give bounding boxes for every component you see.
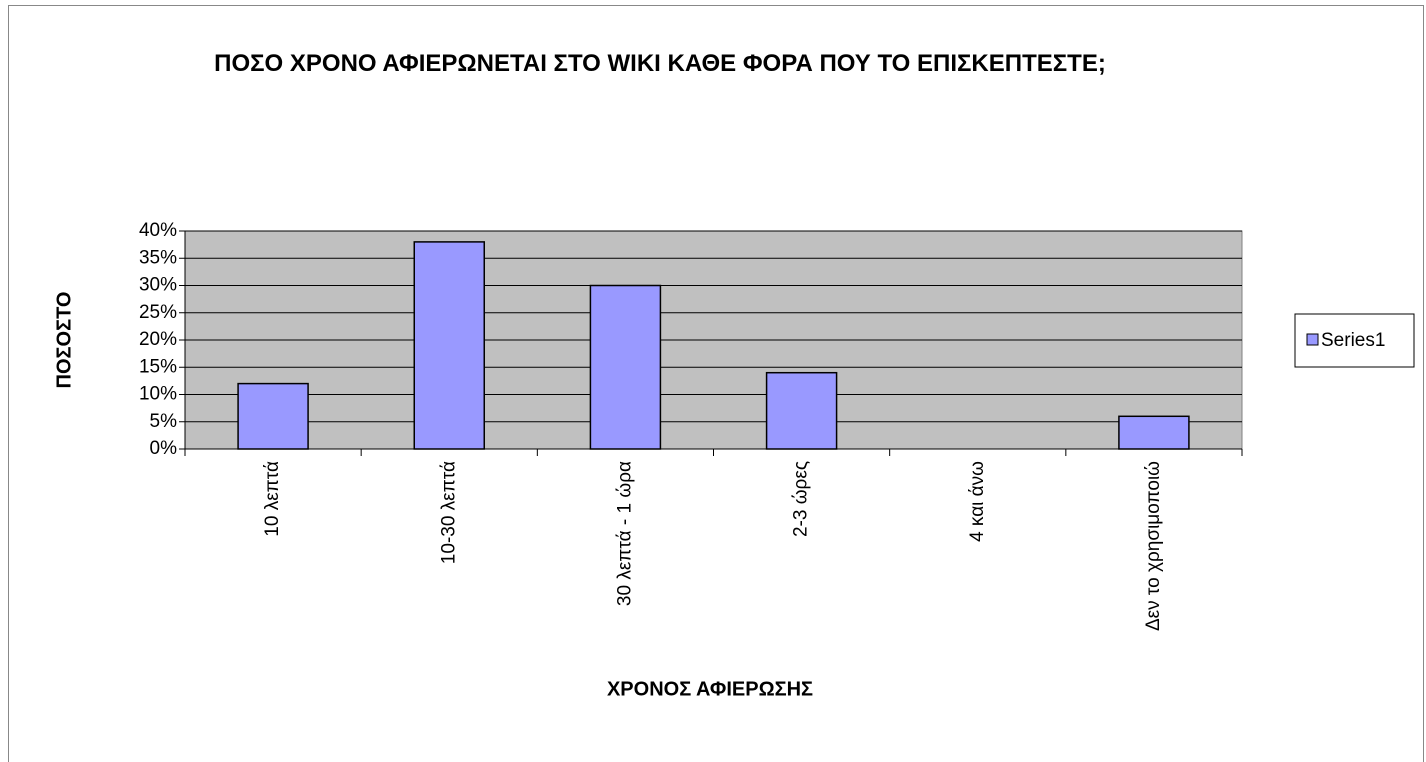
chart-frame (8, 5, 1424, 762)
x-tick-label: 2-3 ώρες (791, 461, 812, 537)
y-tick-label: 35% (139, 247, 177, 268)
y-tick-label: 20% (139, 329, 177, 350)
bar (589, 284, 662, 450)
y-axis-label: ΠΟΣΟΣΤΟ (53, 292, 75, 389)
y-tick-label: 5% (150, 411, 178, 432)
bar (1118, 415, 1190, 450)
y-tick-label: 15% (139, 356, 177, 377)
x-axis-label: ΧΡΟΝΟΣ ΑΦΙΕΡΩΣΗΣ (607, 678, 813, 700)
bar (765, 371, 838, 450)
x-tick-label: Δεν το χρησιμοποιώ (1143, 461, 1164, 631)
y-tick-label: 25% (139, 302, 177, 323)
y-tick-label: 40% (139, 220, 177, 241)
y-tick-label: 0% (150, 438, 178, 459)
chart-title: ΠΟΣΟ ΧΡΟΝΟ ΑΦΙΕΡΩΝΕΤΑΙ ΣΤΟ WIKI ΚΑΘΕ ΦΟΡ… (214, 50, 1106, 77)
y-tick-label: 30% (139, 275, 177, 296)
x-tick-label: 10 λεπτά (262, 461, 283, 537)
bar (413, 241, 485, 450)
x-tick-label: 4 και άνω (967, 461, 988, 542)
y-tick-label: 10% (139, 384, 177, 405)
x-tick-label: 10-30 λεπτά (438, 461, 459, 564)
legend-swatch (1306, 333, 1319, 346)
x-tick-label: 30 λεπτά - 1 ώρα (614, 461, 635, 606)
legend-label: Series1 (1321, 330, 1385, 351)
bar (237, 382, 309, 450)
